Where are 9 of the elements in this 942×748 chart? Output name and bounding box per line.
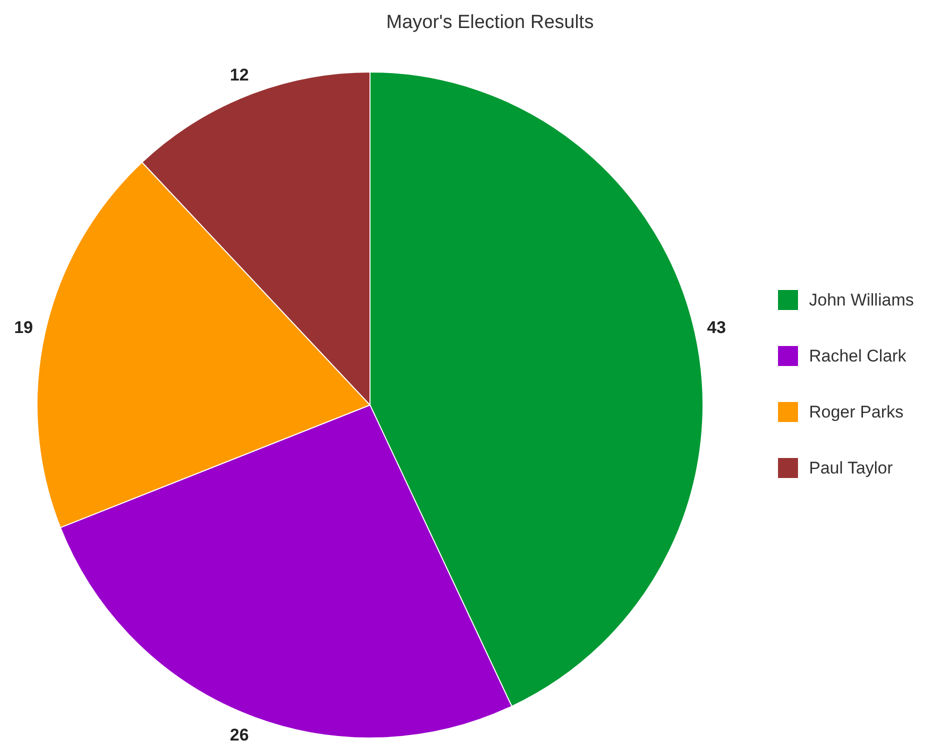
chart-title: Mayor's Election Results <box>386 12 594 33</box>
data-label: 19 <box>14 318 34 338</box>
legend-label: Paul Taylor <box>809 458 894 478</box>
legend-label: Rachel Clark <box>809 346 907 366</box>
data-label: 43 <box>706 318 726 338</box>
data-label: 26 <box>230 726 249 745</box>
legend-label: Roger Parks <box>809 402 904 422</box>
legend-label: John Williams <box>809 290 914 310</box>
data-label: 12 <box>230 65 249 84</box>
